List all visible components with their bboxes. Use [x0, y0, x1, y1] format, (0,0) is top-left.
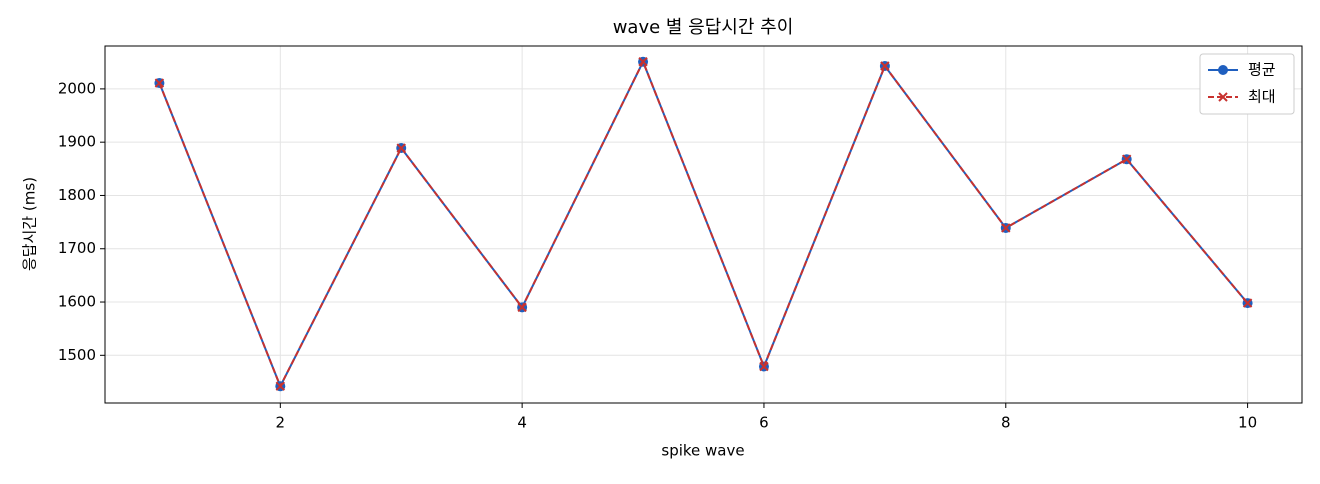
line [158, 59, 1249, 389]
marker [1121, 154, 1132, 164]
marker [517, 302, 527, 313]
x-tick-label: 2 [276, 414, 286, 432]
x-tick-label: 6 [759, 414, 769, 432]
marker [759, 361, 769, 372]
line [158, 59, 1249, 389]
legend-marker [1218, 92, 1228, 102]
marker [638, 57, 648, 67]
y-tick-label: 1700 [58, 239, 96, 257]
marker [880, 61, 890, 71]
marker [275, 381, 286, 391]
marker [396, 143, 406, 153]
x-axis-label: spike wave [661, 442, 744, 460]
y-tick-label: 1600 [58, 293, 96, 311]
legend-marker [1218, 65, 1228, 75]
marker [1001, 223, 1011, 233]
y-tick-label: 1900 [58, 133, 96, 151]
legend-box [1199, 53, 1295, 115]
y-tick-label: 1500 [58, 346, 96, 364]
marker [154, 78, 165, 88]
y-tick-label: 2000 [58, 79, 96, 97]
marker [1242, 298, 1253, 308]
plot-frame [104, 45, 1303, 404]
y-axis-label: 응답시간 (ms) [21, 177, 39, 271]
chart-title: wave 별 응답시간 추이 [613, 17, 794, 38]
x-tick-label: 10 [1238, 414, 1257, 432]
y-tick-label: 1800 [58, 186, 96, 204]
x-tick-label: 8 [1001, 414, 1011, 432]
x-tick-label: 4 [517, 414, 527, 432]
legend-label: 최대 [1248, 88, 1276, 106]
legend-label: 평균 [1248, 61, 1276, 79]
